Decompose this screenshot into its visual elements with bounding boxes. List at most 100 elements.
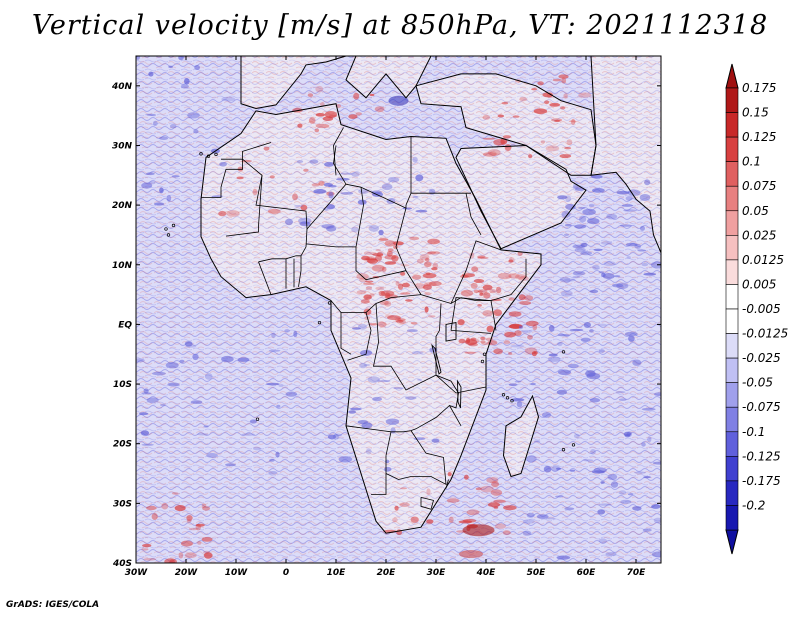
- downdraft-cell: [417, 378, 422, 381]
- updraft-cell: [446, 498, 460, 503]
- updraft-cell: [375, 249, 382, 252]
- land-texture: [201, 103, 541, 534]
- lon-tick-label: 20W: [175, 568, 199, 578]
- downdraft-cell: [136, 56, 141, 60]
- updraft-cell: [311, 183, 320, 187]
- updraft-cell: [462, 518, 477, 523]
- updraft-cell: [571, 118, 576, 125]
- downdraft-cell: [574, 247, 586, 253]
- downdraft-cell: [559, 277, 571, 283]
- country-border: [201, 159, 243, 198]
- updraft-cell: [493, 309, 503, 317]
- downdraft-cell: [190, 400, 203, 404]
- downdraft-cell: [324, 161, 334, 167]
- colorbar-label: 0.125: [742, 130, 776, 144]
- downdraft-cell: [293, 330, 298, 338]
- updraft-cell: [315, 113, 326, 117]
- updraft-cell: [428, 281, 442, 287]
- updraft-cell: [195, 523, 205, 527]
- downdraft-cell: [428, 188, 436, 195]
- updraft-cell: [416, 258, 424, 264]
- downdraft-cell: [580, 337, 591, 342]
- updraft-cell: [486, 325, 494, 333]
- updraft-cell: [432, 262, 439, 269]
- downdraft-cell: [187, 112, 200, 119]
- land-masses: [201, 56, 661, 534]
- country-border: [465, 193, 482, 236]
- downdraft-cell: [338, 456, 353, 463]
- downdraft-cell: [634, 471, 647, 474]
- country-border: [373, 303, 442, 391]
- lat-tick-label: 40N: [111, 82, 133, 92]
- downdraft-cell: [600, 241, 613, 245]
- downdraft-cell: [526, 512, 535, 518]
- updraft-cell: [494, 523, 507, 529]
- colorbar-swatch: [725, 357, 739, 383]
- downdraft-cell: [623, 209, 637, 212]
- downdraft-cell: [632, 359, 642, 366]
- updraft-cell: [475, 487, 482, 491]
- updraft-cell: [564, 146, 572, 150]
- downdraft-cell: [367, 376, 380, 383]
- coastline: [455, 144, 587, 250]
- updraft-cell: [501, 101, 509, 105]
- updraft-cell: [427, 315, 436, 318]
- lon-tick-label: 60E: [577, 568, 597, 578]
- downdraft-cell: [165, 362, 179, 369]
- updraft-cell: [542, 92, 553, 98]
- updraft-core: [459, 550, 483, 559]
- downdraft-cell: [521, 329, 533, 333]
- colorbar-swatch: [725, 136, 739, 162]
- updraft-cell: [489, 289, 497, 294]
- colorbar-swatch: [725, 382, 739, 408]
- downdraft-cell: [269, 458, 275, 462]
- downdraft-cell: [363, 364, 371, 366]
- downdraft-cell: [387, 176, 400, 183]
- updraft-cell: [544, 100, 550, 105]
- updraft-cell: [566, 139, 573, 146]
- downdraft-cell: [564, 233, 569, 236]
- downdraft-cell: [610, 481, 619, 488]
- colorbar-label: -0.0125: [742, 327, 788, 341]
- downdraft-cell: [557, 334, 570, 337]
- downdraft-cell: [328, 185, 337, 188]
- velocity-cells: [136, 56, 661, 563]
- downdraft-cell: [411, 351, 424, 355]
- downdraft-cell: [583, 459, 594, 462]
- updraft-cell: [424, 306, 429, 313]
- downdraft-cell: [168, 65, 173, 68]
- updraft-cell: [493, 499, 506, 503]
- coastline: [200, 103, 542, 534]
- updraft-cell: [378, 238, 389, 241]
- downdraft-cell: [602, 273, 615, 280]
- downdraft-cell: [518, 325, 523, 329]
- downdraft-cell: [296, 160, 304, 163]
- downdraft-cell: [557, 369, 572, 376]
- updraft-cell: [503, 340, 511, 345]
- updraft-cell: [508, 273, 520, 279]
- downdraft-cell: [139, 412, 149, 416]
- updraft-cell: [464, 474, 469, 480]
- updraft-cell: [422, 284, 432, 291]
- colorbar-label: 0.075: [742, 179, 776, 193]
- country-border: [360, 136, 412, 209]
- colorbar-label: 0.15: [742, 106, 769, 120]
- downdraft-cell: [615, 391, 626, 394]
- updraft-cell: [477, 256, 489, 260]
- downdraft-cell: [143, 388, 149, 394]
- updraft-cell: [365, 286, 372, 291]
- updraft-cell: [508, 257, 515, 263]
- island-outline: [571, 443, 576, 447]
- downdraft-cell: [241, 433, 255, 436]
- updraft-cell: [477, 290, 483, 293]
- updraft-cell: [461, 273, 475, 278]
- updraft-cell: [478, 289, 488, 294]
- downdraft-cell: [333, 433, 343, 437]
- colorbar-swatch: [725, 210, 739, 236]
- downdraft-cell: [623, 431, 632, 437]
- downdraft-cell: [650, 261, 661, 269]
- country-border: [221, 142, 272, 160]
- downdraft-cell: [178, 56, 184, 61]
- downdraft-cell: [522, 530, 532, 536]
- updraft-cell: [466, 509, 480, 516]
